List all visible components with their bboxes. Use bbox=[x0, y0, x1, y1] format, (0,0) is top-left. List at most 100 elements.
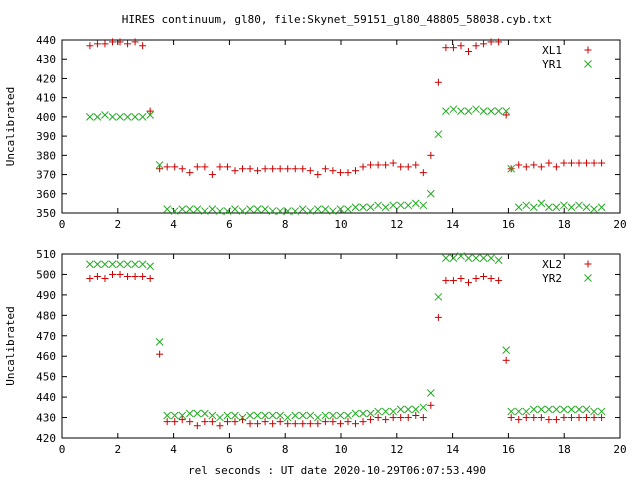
data-point-XL1 bbox=[299, 165, 307, 173]
data-point-YR2 bbox=[170, 411, 179, 420]
data-point-XL1 bbox=[131, 38, 139, 46]
data-point-YR1 bbox=[449, 105, 458, 114]
data-point-XL2 bbox=[108, 270, 116, 278]
data-point-XL2 bbox=[427, 401, 435, 409]
data-point-YR2 bbox=[146, 262, 155, 271]
data-point-YR1 bbox=[381, 203, 390, 212]
data-point-XL1 bbox=[261, 165, 269, 173]
data-point-YR1 bbox=[231, 205, 239, 214]
data-point-YR1 bbox=[479, 107, 488, 115]
data-point-XL1 bbox=[359, 163, 367, 171]
data-point-XL1 bbox=[254, 167, 262, 175]
data-point-XL2 bbox=[284, 420, 292, 428]
data-point-YR2 bbox=[93, 260, 102, 269]
data-point-YR2 bbox=[123, 260, 132, 269]
data-point-XL1 bbox=[457, 42, 465, 50]
data-point-XL1 bbox=[404, 163, 412, 171]
data-point-YR1 bbox=[313, 205, 322, 214]
data-point-YR2 bbox=[487, 254, 495, 262]
data-point-YR1 bbox=[529, 203, 538, 212]
y-axis-label: Uncalibrated bbox=[4, 306, 17, 385]
data-point-XL2 bbox=[156, 350, 164, 358]
data-point-XL1 bbox=[201, 163, 209, 171]
data-point-XL2 bbox=[412, 412, 420, 420]
data-point-YR2 bbox=[522, 407, 531, 416]
data-point-XL2 bbox=[449, 277, 457, 285]
data-point-YR1 bbox=[306, 207, 315, 215]
y-tick-label: 460 bbox=[36, 350, 56, 363]
data-point-YR1 bbox=[464, 107, 473, 115]
data-point-XL2 bbox=[116, 270, 124, 278]
data-point-XL1 bbox=[139, 42, 147, 50]
data-point-XL1 bbox=[156, 165, 164, 173]
data-point-XL2 bbox=[367, 416, 375, 424]
data-point-YR1 bbox=[537, 199, 546, 208]
legend-label: YR2 bbox=[542, 272, 562, 285]
data-point-XL1 bbox=[427, 151, 435, 159]
data-point-XL2 bbox=[186, 418, 194, 426]
x-tick-label: 2 bbox=[114, 443, 121, 456]
data-point-YR1 bbox=[426, 189, 435, 198]
data-point-XL2 bbox=[389, 414, 397, 422]
data-point-XL1 bbox=[583, 159, 591, 167]
data-point-XL1 bbox=[344, 169, 352, 177]
data-point-YR1 bbox=[457, 107, 465, 115]
data-point-YR1 bbox=[116, 113, 124, 121]
chart-panel-2: 0 2 4 6 8 10 12 14 16 18 20 420 430 440 450 460 470 480 49… bbox=[4, 248, 627, 456]
data-point-XL1 bbox=[329, 167, 337, 175]
data-point-YR2 bbox=[193, 409, 202, 418]
data-point-XL1 bbox=[560, 159, 568, 167]
data-point-YR1 bbox=[374, 201, 382, 210]
data-point-XL1 bbox=[442, 44, 450, 52]
data-point-YR2 bbox=[306, 411, 315, 420]
x-tick-label: 20 bbox=[613, 218, 626, 231]
data-point-XL1 bbox=[231, 167, 239, 175]
x-tick-label: 12 bbox=[390, 443, 403, 456]
data-point-YR1 bbox=[419, 201, 428, 210]
data-point-XL1 bbox=[367, 161, 375, 169]
x-tick-label: 2 bbox=[114, 218, 121, 231]
data-point-YR2 bbox=[351, 409, 360, 418]
data-point-YR1 bbox=[123, 113, 132, 121]
data-point-YR2 bbox=[178, 411, 187, 420]
data-point-YR2 bbox=[268, 411, 277, 420]
data-point-XL1 bbox=[171, 163, 179, 171]
data-point-YR2 bbox=[560, 405, 568, 414]
data-point-YR2 bbox=[457, 252, 465, 260]
data-point-YR2 bbox=[336, 411, 345, 420]
x-tick-label: 8 bbox=[282, 443, 289, 456]
y-tick-label: 450 bbox=[36, 371, 56, 384]
data-point-YR2 bbox=[389, 407, 398, 416]
y-tick-label: 390 bbox=[36, 130, 56, 143]
data-point-XL2 bbox=[261, 418, 269, 426]
data-point-YR1 bbox=[472, 105, 480, 114]
data-point-XL2 bbox=[216, 422, 224, 430]
data-point-YR1 bbox=[507, 164, 516, 173]
data-point-XL2 bbox=[530, 414, 538, 422]
data-point-XL1 bbox=[434, 78, 442, 86]
data-point-YR1 bbox=[597, 203, 606, 212]
data-point-XL1 bbox=[472, 42, 480, 50]
data-point-YR1 bbox=[336, 205, 345, 214]
y-tick-label: 380 bbox=[36, 149, 56, 162]
chart-title: HIRES continuum, gl80, file:Skynet_59151… bbox=[122, 13, 552, 26]
data-point-YR1 bbox=[283, 207, 292, 215]
x-tick-label: 4 bbox=[170, 443, 177, 456]
data-point-XL2 bbox=[590, 414, 598, 422]
data-point-YR1 bbox=[131, 113, 139, 121]
data-point-XL2 bbox=[583, 414, 591, 422]
data-point-YR1 bbox=[291, 207, 300, 215]
data-point-XL2 bbox=[146, 275, 154, 283]
data-point-XL2 bbox=[291, 420, 299, 428]
data-point-XL2 bbox=[139, 272, 147, 280]
data-point-XL1 bbox=[480, 40, 488, 48]
y-tick-label: 430 bbox=[36, 53, 56, 66]
data-point-XL2 bbox=[359, 418, 367, 426]
data-point-XL2 bbox=[442, 277, 450, 285]
x-tick-label: 10 bbox=[334, 218, 347, 231]
data-point-YR1 bbox=[329, 207, 337, 215]
data-point-YR2 bbox=[419, 403, 428, 412]
data-point-YR2 bbox=[426, 389, 435, 397]
legend-marker-XL1 bbox=[584, 46, 592, 54]
data-point-XL2 bbox=[208, 418, 216, 426]
